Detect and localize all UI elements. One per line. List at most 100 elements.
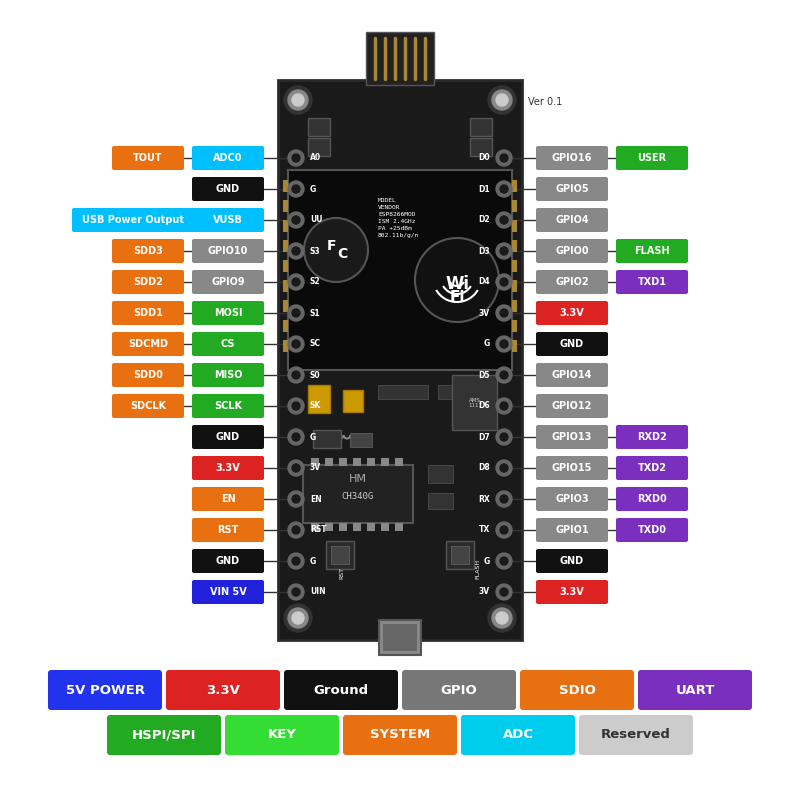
Circle shape: [496, 181, 512, 197]
Bar: [470, 118, 492, 136]
Circle shape: [488, 604, 516, 632]
FancyBboxPatch shape: [616, 239, 688, 263]
Bar: [283, 300, 288, 312]
Bar: [343, 390, 363, 412]
Text: TX: TX: [478, 526, 490, 534]
FancyBboxPatch shape: [536, 394, 608, 418]
FancyBboxPatch shape: [225, 715, 339, 755]
Text: AMS
1117: AMS 1117: [468, 398, 482, 408]
Text: SDD3: SDD3: [133, 246, 163, 256]
Text: SC: SC: [310, 339, 321, 349]
Circle shape: [496, 367, 512, 383]
Text: S3: S3: [310, 246, 321, 255]
Text: C: C: [337, 247, 347, 261]
Bar: [325, 458, 333, 466]
Text: RX: RX: [478, 494, 490, 503]
Text: D3: D3: [478, 246, 490, 255]
FancyBboxPatch shape: [192, 425, 264, 449]
Text: S2: S2: [310, 278, 321, 286]
FancyBboxPatch shape: [166, 670, 280, 710]
Bar: [339, 523, 347, 531]
FancyBboxPatch shape: [192, 394, 264, 418]
Text: GPIO13: GPIO13: [552, 432, 592, 442]
Text: S1: S1: [310, 309, 321, 318]
FancyBboxPatch shape: [536, 425, 608, 449]
Circle shape: [488, 86, 516, 114]
Circle shape: [500, 495, 508, 503]
Text: KEY: KEY: [267, 729, 297, 742]
Text: 3.3V: 3.3V: [216, 463, 240, 473]
Text: SK: SK: [310, 402, 322, 410]
Text: GPIO3: GPIO3: [555, 494, 589, 504]
FancyBboxPatch shape: [536, 270, 608, 294]
Bar: [339, 458, 347, 466]
Circle shape: [288, 491, 304, 507]
Bar: [303, 465, 413, 523]
Circle shape: [496, 274, 512, 290]
FancyBboxPatch shape: [579, 715, 693, 755]
FancyBboxPatch shape: [536, 301, 608, 325]
Text: GPIO1: GPIO1: [555, 525, 589, 535]
Circle shape: [292, 588, 300, 596]
Bar: [325, 523, 333, 531]
FancyBboxPatch shape: [192, 208, 264, 232]
Bar: [512, 220, 517, 232]
Circle shape: [288, 181, 304, 197]
Text: GND: GND: [216, 184, 240, 194]
Text: Ver 0.1: Ver 0.1: [528, 97, 562, 107]
Circle shape: [500, 526, 508, 534]
Text: RST: RST: [310, 526, 326, 534]
Text: D4: D4: [478, 278, 490, 286]
Bar: [379, 620, 421, 655]
Bar: [512, 280, 517, 292]
Text: D6: D6: [478, 402, 490, 410]
FancyBboxPatch shape: [192, 239, 264, 263]
Circle shape: [288, 150, 304, 166]
Bar: [381, 458, 389, 466]
Text: RST: RST: [339, 567, 345, 579]
Text: 3.3V: 3.3V: [560, 587, 584, 597]
Text: VIN 5V: VIN 5V: [210, 587, 246, 597]
Text: GPIO15: GPIO15: [552, 463, 592, 473]
Text: 3V: 3V: [479, 587, 490, 597]
FancyBboxPatch shape: [112, 394, 184, 418]
Circle shape: [500, 278, 508, 286]
Circle shape: [500, 154, 508, 162]
Text: GPIO: GPIO: [441, 683, 478, 697]
Text: SDCLK: SDCLK: [130, 401, 166, 411]
Bar: [288, 170, 512, 370]
Circle shape: [500, 588, 508, 596]
Text: FLASH: FLASH: [475, 559, 481, 579]
Circle shape: [288, 305, 304, 321]
Circle shape: [292, 526, 300, 534]
FancyBboxPatch shape: [284, 670, 398, 710]
Bar: [283, 340, 288, 352]
FancyBboxPatch shape: [536, 146, 608, 170]
Circle shape: [292, 309, 300, 317]
Circle shape: [292, 216, 300, 224]
Bar: [308, 118, 330, 136]
Text: USER: USER: [638, 153, 666, 163]
Text: 5V POWER: 5V POWER: [66, 683, 145, 697]
Text: Reserved: Reserved: [601, 729, 671, 742]
Circle shape: [288, 553, 304, 569]
Bar: [395, 523, 403, 531]
Bar: [331, 546, 349, 564]
FancyBboxPatch shape: [112, 270, 184, 294]
Bar: [367, 523, 375, 531]
Circle shape: [415, 238, 499, 322]
Text: MODEL
VENDOR
ESP8266MOD
ISM 2.4GHz
PA +25dBm
802.11b/g/n: MODEL VENDOR ESP8266MOD ISM 2.4GHz PA +2…: [378, 198, 419, 238]
Circle shape: [284, 604, 312, 632]
Text: RST: RST: [218, 525, 238, 535]
FancyBboxPatch shape: [520, 670, 634, 710]
Circle shape: [288, 243, 304, 259]
Bar: [451, 546, 469, 564]
FancyBboxPatch shape: [536, 208, 608, 232]
Text: GPIO12: GPIO12: [552, 401, 592, 411]
Text: CH340G: CH340G: [342, 492, 374, 502]
Bar: [353, 458, 361, 466]
Circle shape: [496, 212, 512, 228]
Bar: [446, 541, 474, 569]
Text: Fi: Fi: [450, 290, 465, 306]
Text: G: G: [484, 557, 490, 566]
